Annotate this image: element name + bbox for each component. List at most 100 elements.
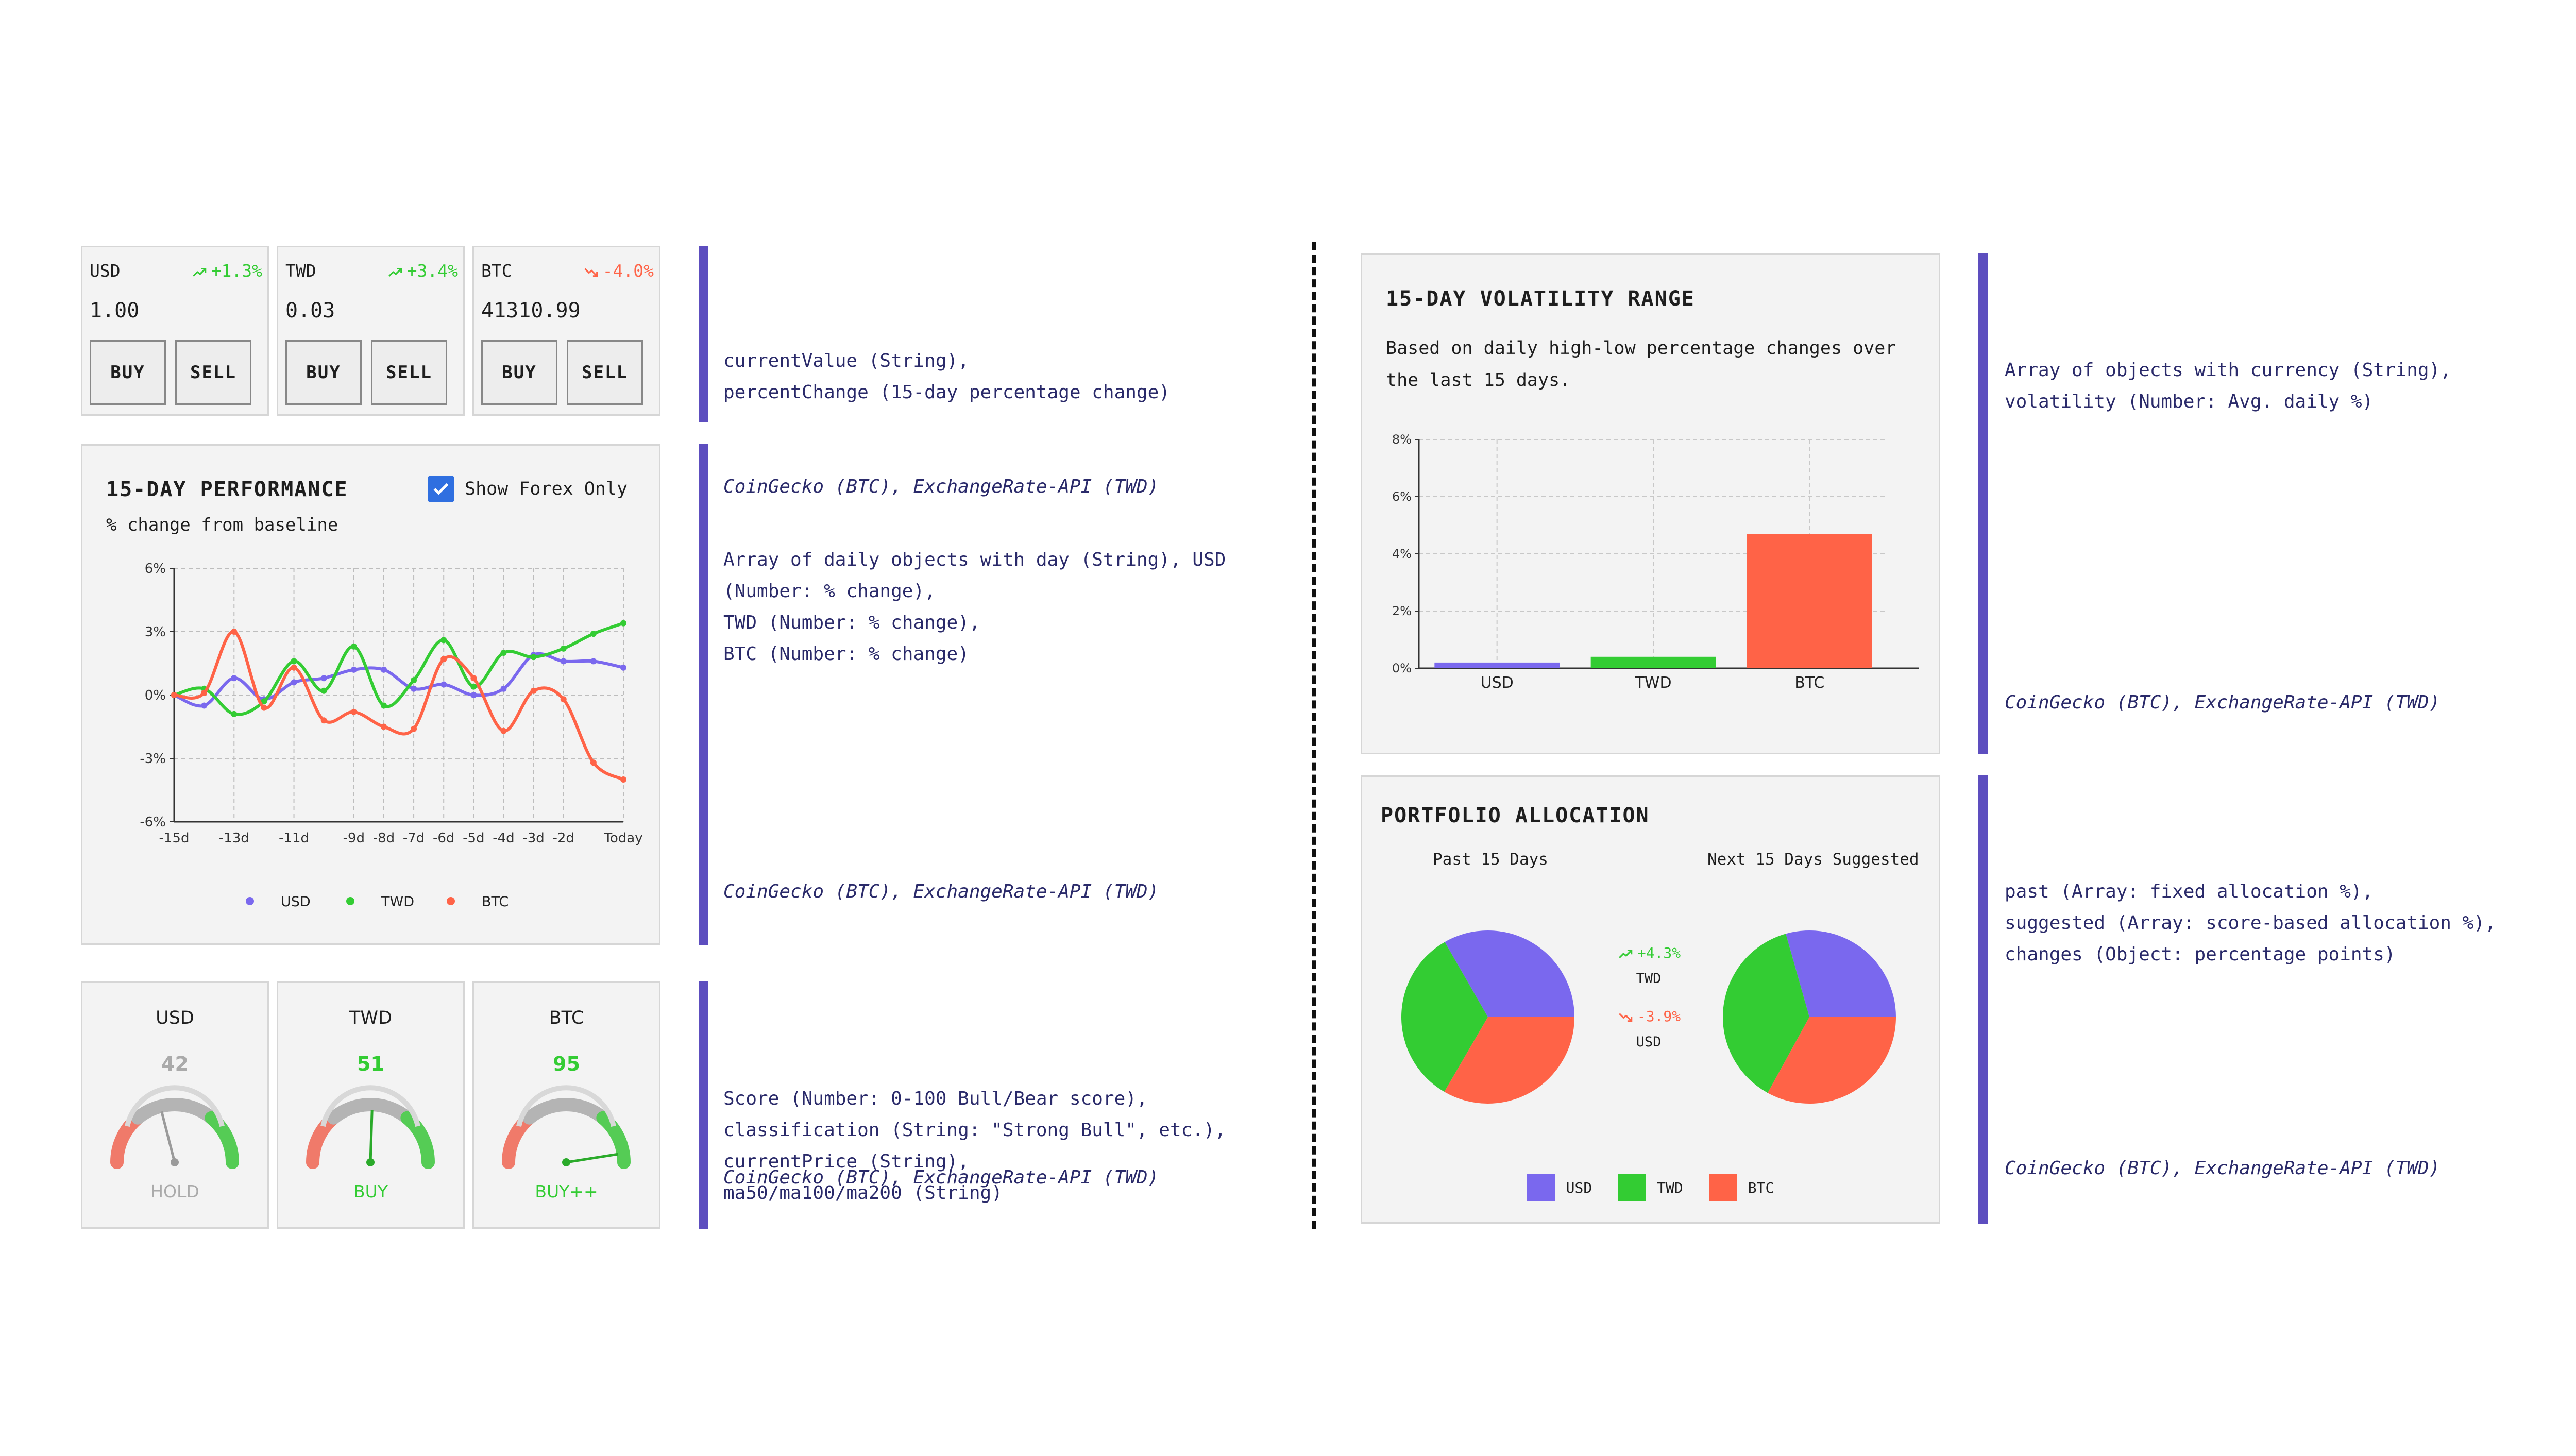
sell-button[interactable]: SELL [567,340,643,405]
ticker-value: 41310.99 [481,299,581,323]
data-point-btc [231,629,238,635]
data-point-btc [590,759,597,766]
data-point-twd [411,677,417,684]
allocation-legend: USD TWD BTC [1362,1174,1939,1201]
data-point-twd [500,650,507,656]
data-point-twd [380,702,387,709]
data-point-btc [440,656,447,663]
sell-button[interactable]: SELL [371,340,447,405]
legend-dot-twd [346,897,354,905]
past-pie-slice-twd [1401,942,1488,1092]
ticker-change: +1.3% [191,261,262,281]
ticker-change: +3.4% [386,261,458,281]
x-tick-label: -9d [343,831,365,846]
allocation-change-usd: -3.9% USD [1597,1008,1700,1050]
past-pie-slice-usd [1445,930,1574,1017]
data-point-btc [560,696,567,703]
legend-label: BTC [1748,1179,1774,1196]
performance-title: 15-DAY PERFORMANCE [106,478,348,501]
bar-usd [1434,662,1560,668]
data-point-btc [171,692,177,698]
ticker-value: 0.03 [285,299,335,323]
gauge-card-btc: BTC 95 BUY++ [472,981,660,1229]
past-pie-slice-btc [1444,1017,1574,1104]
ticker-change-value: +3.4% [406,261,458,281]
data-point-twd [470,683,477,690]
gauge-dial [502,1085,631,1169]
gauge-needle [566,1153,619,1164]
note-allocation-text: past (Array: fixed allocation %), sugges… [2005,881,2496,965]
x-tick-label: USD [1481,674,1514,692]
allocation-card: PORTFOLIO ALLOCATION Past 15 Days Next 1… [1361,775,1940,1224]
note-bar-performance [699,444,708,945]
checkbox-checked-icon[interactable] [428,476,454,502]
data-point-btc [201,689,208,696]
note-volatility-source: CoinGecko (BTC), ExchangeRate-API (TWD) [2005,692,2441,713]
suggested-pie-slice-twd [1723,934,1809,1093]
gauge-needle [160,1111,176,1163]
gauge-classification: BUY++ [535,1181,598,1201]
ticker-change-value: -4.0% [602,261,654,281]
note-bar-tickers [699,246,708,422]
x-tick-label: -13d [219,831,249,846]
buy-button[interactable]: BUY [90,340,166,405]
x-tick-label: -6d [433,831,454,846]
data-point-twd [620,620,626,627]
ticker-card-btc: BTC -4.0% 41310.99 BUY SELL [472,246,660,416]
data-point-twd [231,710,238,717]
data-point-usd [380,666,387,673]
x-tick-label: TWD [1634,674,1671,692]
data-point-twd [320,687,327,694]
note-bar-gauges [699,981,708,1229]
y-tick-label: 0% [1392,661,1412,675]
performance-chart: -6%-3%0%3%6%-15d -13d -11d -9d -8d -7d -6d -5d -… [140,561,642,910]
allocation-title: PORTFOLIO ALLOCATION [1381,804,1650,827]
data-point-twd [350,643,357,650]
y-tick-label: -6% [140,815,166,830]
legend-label: TWD [1657,1179,1683,1196]
x-tick-label: -11d [279,831,309,846]
ticker-value: 1.00 [90,299,140,323]
show-forex-toggle[interactable]: Show Forex Only [428,476,628,502]
x-tick-label: -8d [373,831,395,846]
note-performance-source: CoinGecko (BTC), ExchangeRate-API (TWD) [723,881,1159,902]
x-tick-label: -15d [159,831,190,846]
note-gauges: Score (Number: 0-100 Bull/Bear score), c… [723,1020,1226,1240]
data-point-usd [620,664,626,671]
y-tick-label: 3% [145,624,166,640]
data-point-twd [530,654,537,661]
legend-label: TWD [381,894,414,910]
data-point-usd [440,681,447,688]
legend-item-twd: TWD [1618,1174,1683,1201]
data-point-btc [620,776,626,783]
data-point-btc [261,704,267,711]
note-gauges-source: CoinGecko (BTC), ExchangeRate-API (TWD) [723,1167,1159,1188]
note-bar-allocation [1978,775,1988,1224]
past-label: Past 15 Days [1433,850,1548,869]
volatility-card: 15-DAY VOLATILITY RANGE Based on daily h… [1361,253,1940,754]
y-tick-label: 4% [1392,547,1412,561]
buy-button[interactable]: BUY [481,340,557,405]
trend-up-icon [1617,944,1637,961]
data-point-btc [380,723,387,730]
data-point-usd [470,692,477,698]
data-point-usd [291,679,297,686]
note-allocation-source: CoinGecko (BTC), ExchangeRate-API (TWD) [2005,1158,2441,1179]
note-tickers: currentValue (String), percentChange (15… [723,282,1170,534]
buy-button[interactable]: BUY [285,340,362,405]
legend-swatch [1708,1174,1737,1201]
gauge-dial [306,1085,435,1169]
data-point-twd [560,645,567,652]
data-point-btc [291,664,297,671]
data-point-usd [411,685,417,692]
volatility-title: 15-DAY VOLATILITY RANGE [1386,287,1695,311]
next-label: Next 15 Days Suggested [1707,850,1919,869]
sell-button[interactable]: SELL [175,340,251,405]
x-tick-label: -4d [493,831,514,846]
data-point-usd [201,702,208,709]
note-bar-volatility [1978,253,1988,754]
suggested-pie-slice-usd [1786,930,1896,1017]
gauge-needle [369,1109,374,1163]
allocation-change-twd: +4.3% TWD [1597,944,1700,987]
data-point-twd [261,698,267,705]
